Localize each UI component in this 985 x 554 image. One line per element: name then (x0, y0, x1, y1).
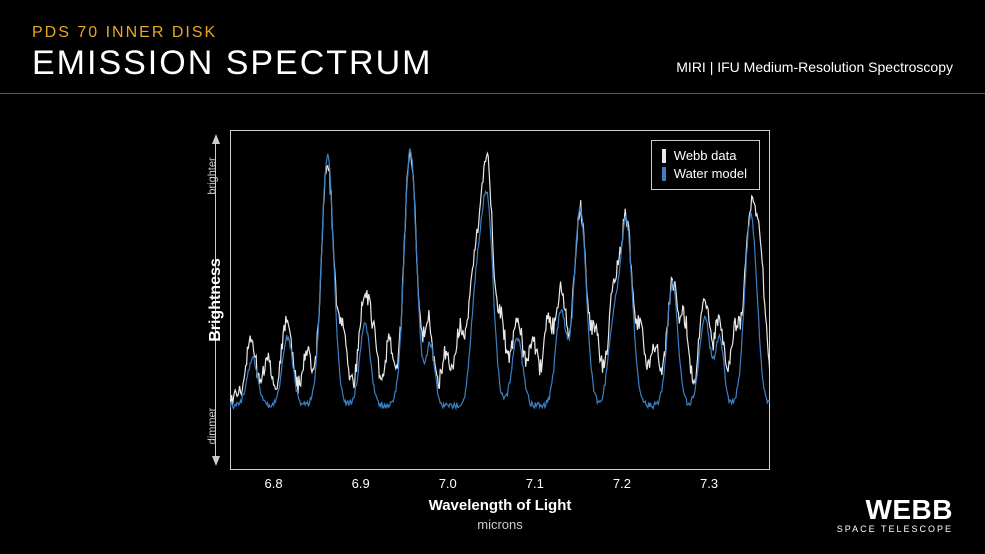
header-instrument: MIRI | IFU Medium-Resolution Spectroscop… (676, 59, 953, 83)
x-tick-label: 7.1 (526, 476, 544, 491)
y-hint-dimmer: dimmer (206, 408, 218, 445)
header-divider (0, 93, 985, 94)
x-ticks: 6.8 6.9 7.0 7.1 7.2 7.3 (230, 476, 770, 492)
x-tick-label: 7.3 (700, 476, 718, 491)
header-left: PDS 70 INNER DISK EMISSION SPECTRUM (32, 24, 432, 83)
legend-row: Webb data (662, 147, 747, 165)
x-axis-unit: microns (477, 517, 523, 532)
legend-swatch (662, 167, 666, 181)
webb-logo-main: WEBB (837, 494, 953, 526)
y-axis-label: Brightness (207, 258, 225, 342)
header: PDS 70 INNER DISK EMISSION SPECTRUM MIRI… (0, 0, 985, 93)
header-title: EMISSION SPECTRUM (32, 44, 432, 83)
x-tick-label: 6.8 (265, 476, 283, 491)
y-arrow-down-icon (212, 456, 220, 466)
spectrum-chart: brighter Brightness dimmer 6.86.97.07.17… (230, 130, 770, 470)
legend-label: Water model (674, 165, 747, 183)
x-axis-label: Wavelength of Light (429, 497, 572, 514)
y-arrow-up-icon (212, 134, 220, 144)
x-tick-label: 6.9 (352, 476, 370, 491)
webb-logo: WEBB SPACE TELESCOPE (837, 494, 953, 534)
x-tick-label: 7.0 (439, 476, 457, 491)
header-subtitle: PDS 70 INNER DISK (32, 24, 432, 42)
legend-swatch (662, 149, 666, 163)
legend-label: Webb data (674, 147, 737, 165)
series-line (230, 152, 770, 405)
webb-logo-sub: SPACE TELESCOPE (837, 524, 953, 534)
legend-row: Water model (662, 165, 747, 183)
x-tick-label: 7.2 (613, 476, 631, 491)
y-hint-brighter: brighter (207, 157, 219, 194)
legend: Webb dataWater model (651, 140, 760, 190)
